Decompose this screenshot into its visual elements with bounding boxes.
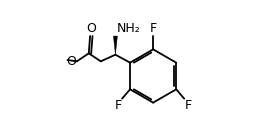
Polygon shape (113, 36, 117, 55)
Text: F: F (114, 99, 121, 112)
Text: NH₂: NH₂ (117, 22, 141, 35)
Text: O: O (87, 22, 96, 35)
Text: F: F (150, 22, 157, 35)
Text: F: F (185, 99, 192, 112)
Text: O: O (66, 55, 76, 68)
